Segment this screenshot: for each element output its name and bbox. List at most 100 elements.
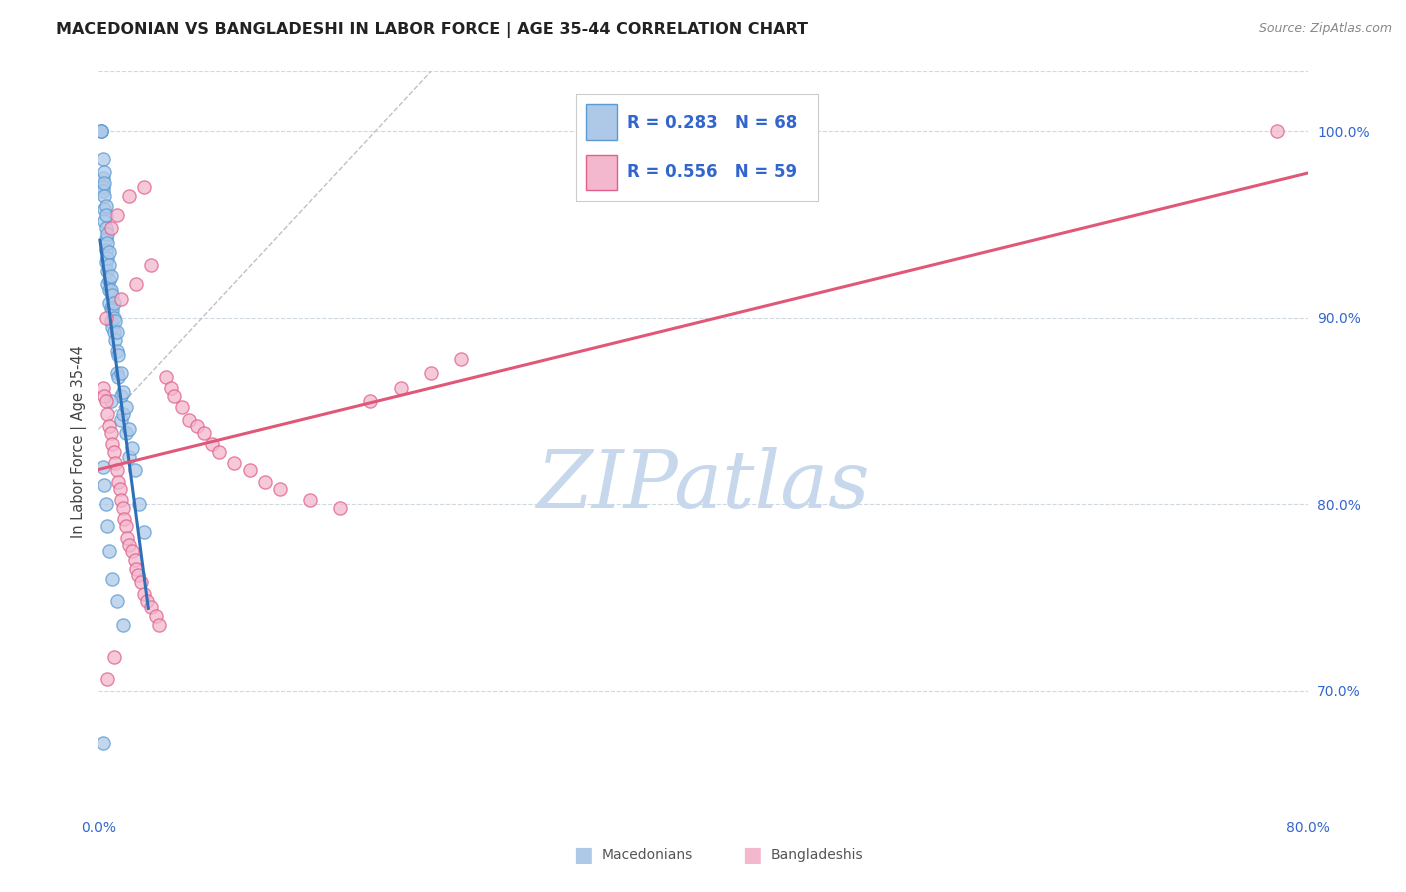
Point <box>96 264 118 278</box>
Point <box>118 189 141 203</box>
Point <box>420 367 443 381</box>
Point <box>114 400 136 414</box>
Point <box>98 283 121 297</box>
Point <box>105 463 128 477</box>
Point <box>105 208 128 222</box>
Point <box>94 254 117 268</box>
Point <box>98 258 121 272</box>
Point <box>105 344 128 359</box>
Point <box>111 618 134 632</box>
Point <box>129 575 152 590</box>
Point <box>132 586 155 600</box>
Point <box>104 314 127 328</box>
Point <box>93 176 115 190</box>
Point <box>93 478 115 492</box>
Point <box>111 500 134 515</box>
Text: ■: ■ <box>742 845 762 864</box>
Point <box>132 180 155 194</box>
Point <box>118 538 141 552</box>
Point <box>96 251 118 265</box>
Point <box>90 124 112 138</box>
Point <box>101 303 124 318</box>
Point <box>121 543 143 558</box>
Point <box>132 524 155 539</box>
Point <box>105 326 128 340</box>
Point <box>170 400 193 414</box>
Point <box>112 512 135 526</box>
Point <box>114 519 136 533</box>
Point <box>114 426 136 441</box>
Point <box>91 184 114 198</box>
Point <box>208 444 231 458</box>
Point <box>91 736 114 750</box>
Point <box>121 441 143 455</box>
Point <box>118 422 141 436</box>
Point <box>224 456 246 470</box>
Point <box>100 221 122 235</box>
Point <box>91 152 114 166</box>
Point <box>96 673 118 687</box>
Point <box>94 310 117 325</box>
Point <box>91 170 114 185</box>
Point <box>107 370 129 384</box>
Point <box>100 394 122 409</box>
Point <box>103 310 125 325</box>
Text: Source: ZipAtlas.com: Source: ZipAtlas.com <box>1258 22 1392 36</box>
Point <box>105 594 128 608</box>
Point <box>127 567 149 582</box>
Point <box>201 437 224 451</box>
Point <box>186 418 208 433</box>
Point <box>193 426 215 441</box>
Point <box>269 482 291 496</box>
Point <box>101 437 124 451</box>
Point <box>100 314 122 328</box>
Point <box>103 649 125 664</box>
Point <box>110 367 132 381</box>
Point <box>104 333 127 347</box>
Point <box>94 208 117 222</box>
Point <box>111 408 134 422</box>
Point <box>94 232 117 246</box>
Point <box>239 463 262 477</box>
Point <box>98 295 121 310</box>
Point <box>90 124 112 138</box>
Text: Macedonians: Macedonians <box>602 847 693 862</box>
Point <box>105 367 128 381</box>
Point <box>145 608 167 623</box>
Point <box>155 370 177 384</box>
Point <box>101 572 124 586</box>
Point <box>93 213 115 227</box>
Point <box>94 221 117 235</box>
Point <box>96 408 118 422</box>
Point <box>96 277 118 291</box>
Point <box>98 245 121 260</box>
Point <box>103 295 125 310</box>
Point <box>96 235 118 250</box>
Point <box>100 269 122 284</box>
Point <box>98 543 121 558</box>
Point <box>125 562 148 576</box>
Point <box>94 244 117 258</box>
Point <box>104 456 127 470</box>
Point <box>93 202 115 217</box>
Point <box>1267 124 1289 138</box>
Point <box>160 381 183 395</box>
Point <box>110 413 132 427</box>
Point <box>329 500 352 515</box>
Text: MACEDONIAN VS BANGLADESHI IN LABOR FORCE | AGE 35-44 CORRELATION CHART: MACEDONIAN VS BANGLADESHI IN LABOR FORCE… <box>56 22 808 38</box>
Point <box>118 450 141 465</box>
Point <box>124 553 146 567</box>
Point <box>110 292 132 306</box>
Point <box>100 283 122 297</box>
Point <box>124 463 146 477</box>
Point <box>128 497 150 511</box>
Point <box>101 288 124 302</box>
Y-axis label: In Labor Force | Age 35-44: In Labor Force | Age 35-44 <box>72 345 87 538</box>
Point <box>93 165 115 179</box>
Point <box>91 381 114 395</box>
Point <box>96 227 118 241</box>
Point <box>93 189 115 203</box>
Point <box>111 385 134 400</box>
Point <box>101 319 124 334</box>
Text: ZIPatlas: ZIPatlas <box>536 447 870 524</box>
